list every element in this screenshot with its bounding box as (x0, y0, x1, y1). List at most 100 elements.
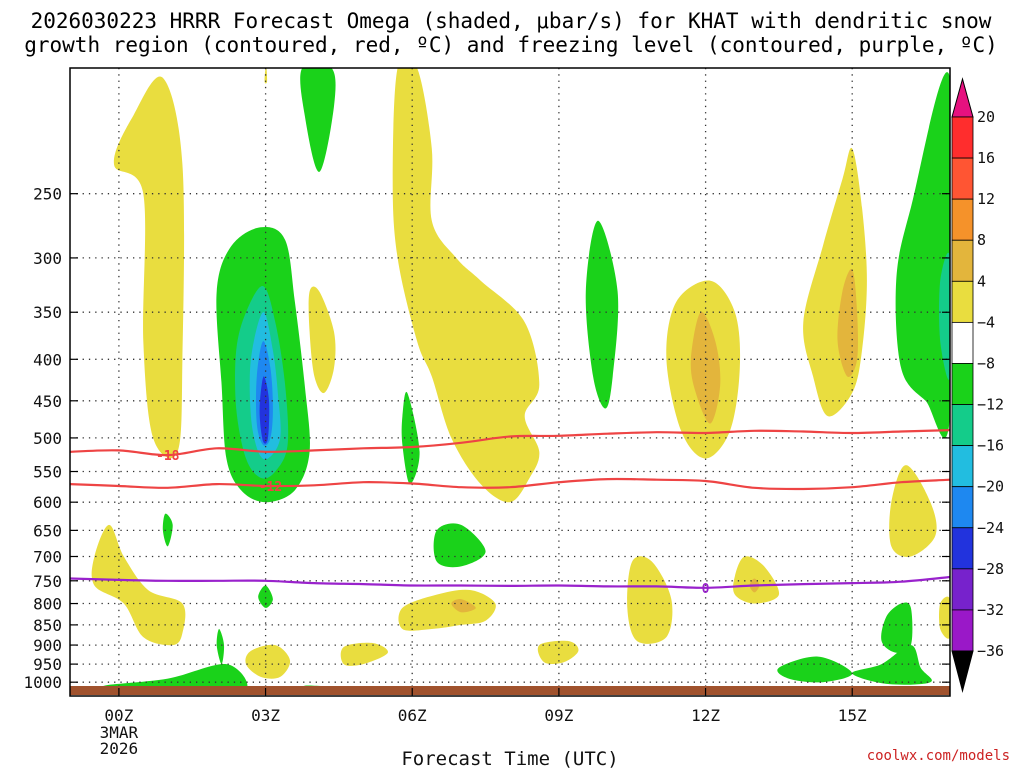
omega-region-sink-n (537, 640, 579, 665)
omega-region-rise-i (216, 629, 225, 665)
x-tick-label-15Z: 15Z (838, 706, 867, 725)
plot-frame (69, 67, 951, 697)
omega-region-rise-n (881, 602, 913, 653)
contour-label--12: -12 (259, 480, 282, 495)
omega-region-sink-c (308, 286, 336, 394)
plot-area: -18 -12 0 250 300 350 400 450 500 550 600 650 700 75… (23, 67, 951, 758)
y-tick-label-300: 300 (33, 249, 62, 268)
colorbar-label-0: 20 (977, 108, 995, 126)
omega-region-rise-f (162, 513, 173, 547)
omega-region-sink-e-core (690, 311, 721, 424)
y-tick-label-900: 900 (33, 636, 62, 655)
x-tick-label-06Z: 06Z (398, 706, 427, 725)
colorbar-label-4: 4 (977, 272, 986, 290)
contour-line--12 (70, 477, 950, 491)
colorbar-segment-4 (951, 280, 974, 323)
colorbar-top-arrow (951, 77, 974, 118)
colorbar-segment-2 (951, 198, 974, 241)
colorbar-segment-0 (951, 116, 974, 159)
colorbar-segment-7 (951, 404, 974, 447)
y-tick-label-250: 250 (33, 185, 62, 204)
omega-region-rise-l (777, 656, 853, 683)
y-tick-label-650: 650 (33, 521, 62, 540)
omega-region-rise-h (258, 585, 273, 608)
contour-label--18: -18 (156, 449, 180, 464)
y-tick-label-400: 400 (33, 350, 62, 369)
colorbar-segment-12 (951, 609, 974, 652)
colorbar-segment-5 (951, 321, 974, 364)
colorbar-segment-10 (951, 527, 974, 570)
x-tick-label-03Z: 03Z (251, 706, 280, 725)
omega-region-rise-m (852, 645, 932, 685)
colorbar-label-2: 12 (977, 190, 995, 208)
y-tick-label-750: 750 (33, 572, 62, 591)
omega-region-sink-a (113, 76, 185, 459)
x-tick-sublabel-1: 2026 (100, 739, 139, 758)
colorbar-bottom-arrow (951, 650, 974, 693)
y-tick-label-450: 450 (33, 392, 62, 411)
x-tick-sublabel-0: 3MAR (100, 723, 139, 742)
colorbar-label-7: −12 (977, 396, 1004, 414)
y-tick-label-700: 700 (33, 547, 62, 566)
terrain-strip (70, 686, 950, 695)
omega-region-sink-b (264, 68, 268, 84)
colorbar-segment-6 (951, 363, 974, 405)
omega-region-rise-a (300, 68, 336, 172)
omega-region-sink-f-core (837, 268, 859, 378)
colorbar-label-3: 8 (977, 231, 986, 249)
omega-region-rise-g (433, 523, 486, 568)
y-tick-label-350: 350 (33, 303, 62, 322)
colorbar-label-12: −32 (977, 601, 1004, 619)
credit-text: coolwx.com/models (867, 748, 1010, 764)
omega-region-sink-d (392, 68, 540, 503)
x-axis-title: Forecast Time (UTC) (401, 748, 618, 768)
y-tick-label-600: 600 (33, 493, 62, 512)
colorbar-label-10: −24 (977, 519, 1004, 537)
omega-shading-layer (91, 68, 950, 693)
omega-region-sink-i-core (451, 598, 476, 613)
colorbar-label-13: −36 (977, 642, 1004, 660)
colorbar-label-11: −28 (977, 560, 1004, 578)
omega-region-sink-m (340, 642, 388, 666)
y-tick-label-850: 850 (33, 616, 62, 635)
colorbar-segment-11 (951, 568, 974, 611)
omega-region-rise-c (585, 220, 619, 409)
colorbar-label-6: −8 (977, 354, 995, 372)
y-tick-label-1000: 1000 (23, 673, 62, 692)
colorbar: 20 16 12 8 4 −4 −8 −12 −16 −20 −24 −28 −32 −36 (951, 77, 1004, 693)
colorbar-segment-8 (951, 445, 974, 488)
omega-region-rise-j (102, 663, 248, 693)
chart-title-line-1: 2026030223 HRRR Forecast Omega (shaded, … (31, 9, 992, 33)
y-tick-label-800: 800 (33, 595, 62, 614)
y-tick-label-550: 550 (33, 463, 62, 482)
omega-region-sink-i (398, 589, 496, 631)
colorbar-label-9: −20 (977, 478, 1004, 496)
colorbar-label-5: −4 (977, 313, 995, 331)
colorbar-segment-9 (951, 486, 974, 529)
omega-region-sink-h (91, 524, 186, 646)
chart-title-line-2: growth region (contoured, red, ºC) and f… (24, 33, 998, 57)
omega-region-rise-d2 (939, 252, 950, 380)
omega-region-sink-g (889, 465, 937, 557)
colorbar-label-8: −16 (977, 437, 1004, 455)
omega-region-rise-b5 (259, 376, 270, 444)
y-tick-label-950: 950 (33, 655, 62, 674)
colorbar-segment-1 (951, 157, 974, 200)
contour-line--18 (70, 429, 950, 457)
x-tick-label-12Z: 12Z (691, 706, 720, 725)
omega-region-sink-l (245, 644, 291, 679)
colorbar-segment-3 (951, 239, 974, 282)
contour-layer: -18 -12 0 (70, 429, 950, 597)
axis-ticks: 2503003504004505005506006507007508008509… (23, 185, 950, 758)
x-tick-label-00Z: 00Z (104, 706, 133, 725)
omega-region-sink-o (939, 596, 950, 639)
omega-region-rise-d (895, 72, 950, 438)
contour-label-0: 0 (702, 582, 710, 597)
y-tick-label-500: 500 (33, 429, 62, 448)
contour-line-0 (70, 575, 950, 589)
omega-region-sink-j (627, 556, 673, 644)
dotted-grid (70, 68, 950, 696)
colorbar-label-1: 16 (977, 149, 995, 167)
x-tick-label-09Z: 09Z (544, 706, 573, 725)
